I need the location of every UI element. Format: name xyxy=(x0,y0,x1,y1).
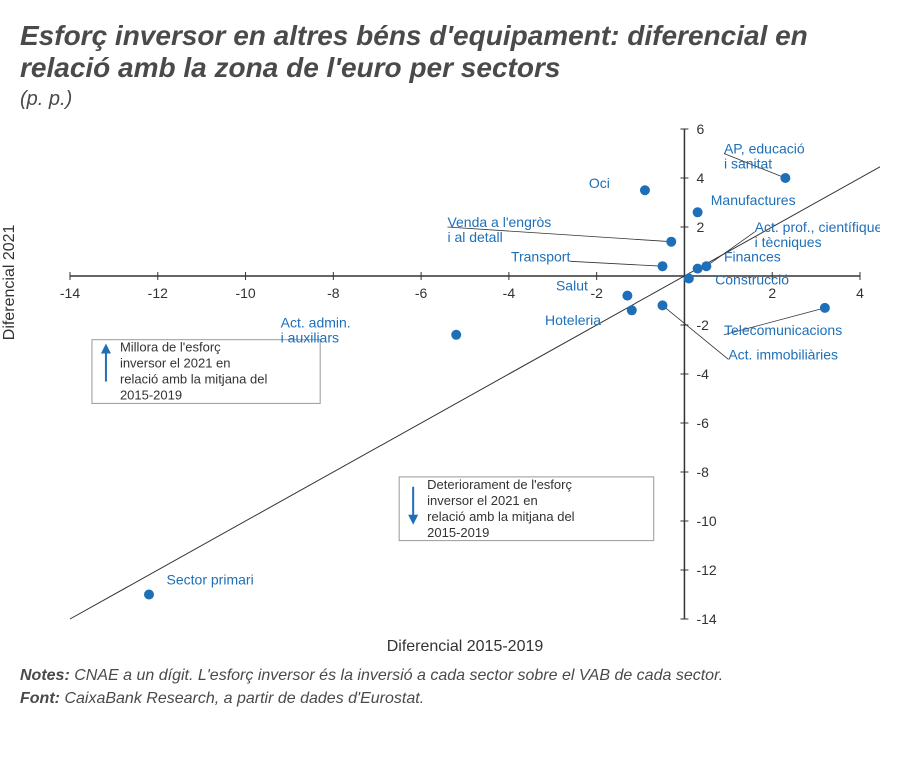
y-axis-label: Diferencial 2021 xyxy=(1,225,19,341)
svg-text:Act. prof., científiques: Act. prof., científiques xyxy=(755,219,880,235)
chart-subtitle: (p. p.) xyxy=(20,88,880,111)
svg-text:relació amb la mitjana del: relació amb la mitjana del xyxy=(120,372,268,387)
svg-text:-6: -6 xyxy=(696,415,709,431)
svg-text:-14: -14 xyxy=(696,611,716,627)
svg-text:-10: -10 xyxy=(696,513,716,529)
chart-title: Esforç inversor en altres béns d'equipam… xyxy=(20,20,880,84)
chart-notes: Notes: CNAE a un dígit. L'esforç inverso… xyxy=(20,665,880,710)
svg-text:-12: -12 xyxy=(148,285,168,301)
svg-text:Construcció: Construcció xyxy=(715,272,789,288)
svg-text:Transport: Transport xyxy=(511,249,571,265)
font-text: CaixaBank Research, a partir de dades d'… xyxy=(64,690,424,707)
svg-text:-8: -8 xyxy=(327,285,340,301)
svg-text:2015-2019: 2015-2019 xyxy=(120,388,182,403)
svg-text:Salut: Salut xyxy=(556,278,588,294)
svg-text:Manufactures: Manufactures xyxy=(711,192,796,208)
svg-text:-8: -8 xyxy=(696,464,709,480)
notes-label: Notes: xyxy=(20,667,70,684)
notes-text: CNAE a un dígit. L'esforç inversor és la… xyxy=(74,667,723,684)
svg-text:2015-2019: 2015-2019 xyxy=(427,525,489,540)
svg-text:-4: -4 xyxy=(503,285,516,301)
svg-text:4: 4 xyxy=(856,285,864,301)
svg-text:i tècniques: i tècniques xyxy=(755,234,822,250)
svg-text:6: 6 xyxy=(696,121,704,137)
svg-text:-2: -2 xyxy=(590,285,603,301)
svg-text:-4: -4 xyxy=(696,366,709,382)
svg-text:inversor el 2021 en: inversor el 2021 en xyxy=(427,493,538,508)
svg-text:-6: -6 xyxy=(415,285,428,301)
svg-text:Millora de l'esforç: Millora de l'esforç xyxy=(120,340,221,355)
svg-text:Oci: Oci xyxy=(589,175,610,191)
svg-text:Hoteleria: Hoteleria xyxy=(545,312,601,328)
svg-text:Diferencial 2015-2019: Diferencial 2015-2019 xyxy=(387,638,544,655)
svg-text:4: 4 xyxy=(696,170,704,186)
svg-text:Deteriorament de l'esforç: Deteriorament de l'esforç xyxy=(427,477,572,492)
scatter-chart: Diferencial 2021 -14-12-10-8-6-4-224-14-… xyxy=(20,119,880,659)
chart-svg: -14-12-10-8-6-4-224-14-12-10-8-6-4-2246M… xyxy=(20,119,880,659)
svg-text:Venda a l'engròs: Venda a l'engròs xyxy=(447,214,551,230)
svg-text:-2: -2 xyxy=(696,317,709,333)
svg-text:-12: -12 xyxy=(696,562,716,578)
svg-text:2: 2 xyxy=(696,219,704,235)
svg-text:Act. immobiliàries: Act. immobiliàries xyxy=(728,347,838,363)
svg-text:relació amb la mitjana del: relació amb la mitjana del xyxy=(427,509,575,524)
font-label: Font: xyxy=(20,690,60,707)
svg-text:i al detall: i al detall xyxy=(447,229,502,245)
svg-text:-14: -14 xyxy=(60,285,80,301)
svg-text:Act. admin.: Act. admin. xyxy=(281,315,351,331)
svg-text:AP, educació: AP, educació xyxy=(724,141,805,157)
svg-text:i sanitat: i sanitat xyxy=(724,156,772,172)
svg-text:i auxiliars: i auxiliars xyxy=(281,330,339,346)
svg-text:Sector primari: Sector primari xyxy=(167,572,254,588)
svg-text:Telecomunicacions: Telecomunicacions xyxy=(724,322,842,338)
svg-text:Finances: Finances xyxy=(724,249,781,265)
svg-text:inversor el 2021 en: inversor el 2021 en xyxy=(120,356,231,371)
svg-text:-10: -10 xyxy=(235,285,255,301)
